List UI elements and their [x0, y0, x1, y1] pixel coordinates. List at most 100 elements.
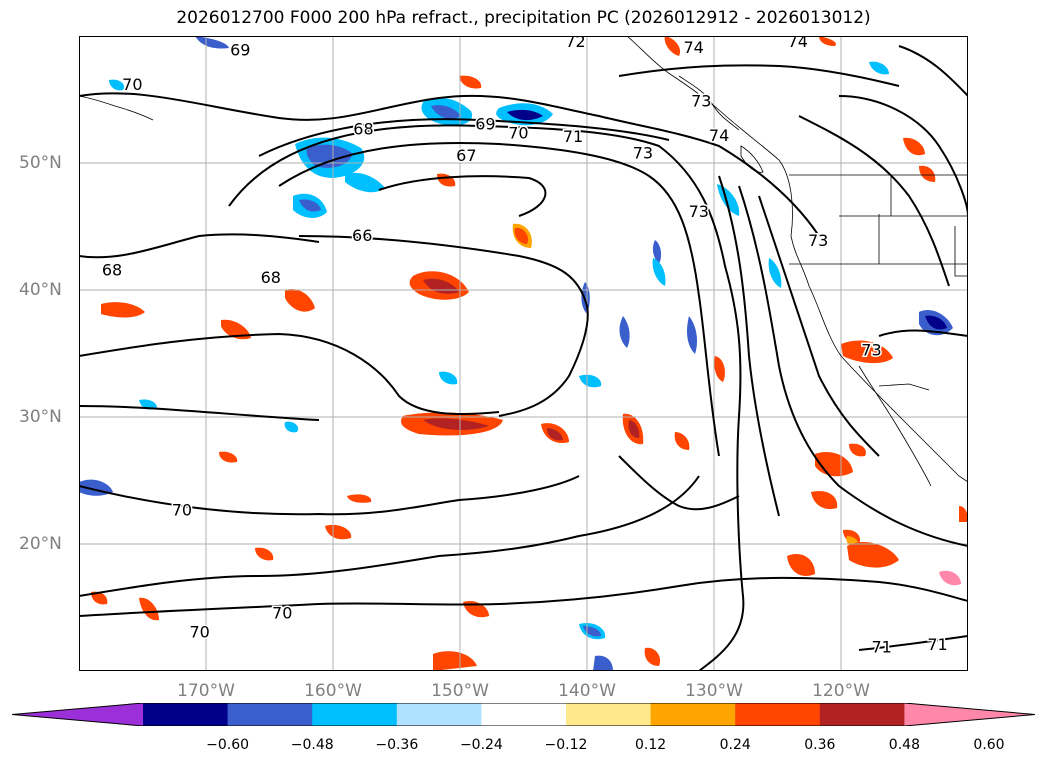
- precip-patch: [325, 524, 352, 540]
- contour-label: 73: [808, 231, 828, 250]
- precip-patch: [619, 316, 630, 348]
- colorbar-segment: [143, 703, 229, 726]
- alaska-panhandle-coast: [678, 75, 740, 131]
- colorbar-segment: [227, 703, 313, 726]
- contour-line: [79, 475, 700, 597]
- contour-line: [79, 233, 320, 259]
- longitude-label: 170°W: [177, 681, 235, 701]
- precip-patch: [919, 165, 936, 182]
- colorbar-tick-label: −0.48: [290, 737, 334, 753]
- contour-line: [858, 635, 968, 651]
- map-background: [79, 36, 968, 671]
- colorbar-segment: [396, 703, 482, 726]
- precip-patch: [714, 356, 725, 382]
- colorbar-max-extension: [904, 703, 1035, 726]
- colorbar-segment: [566, 703, 652, 726]
- contour-label: 70: [508, 123, 528, 142]
- precip-patch: [255, 547, 274, 561]
- contour-label: 72: [565, 36, 585, 51]
- latitude-label: 40°N: [19, 280, 62, 300]
- precip-patch: [652, 240, 662, 264]
- contour-label: 73: [689, 202, 709, 221]
- precip-patch: [195, 36, 229, 49]
- contour-line: [718, 175, 780, 517]
- contour-label: 70: [189, 622, 209, 641]
- us-state-border: [954, 226, 968, 277]
- contour-label: 71: [563, 127, 583, 146]
- map-canvas[interactable]: 69 70 72 74 74 73 74 68 69 70 71 73 67 73 73 66 68 68 73 70…: [79, 36, 968, 671]
- contour-label: 73: [633, 144, 653, 163]
- contour-line: [878, 329, 968, 337]
- contour-line: [79, 576, 968, 617]
- contour-label: 73: [861, 340, 881, 359]
- contour-line: [228, 124, 745, 671]
- longitude-label: 160°W: [304, 681, 362, 701]
- precip-patch: [507, 109, 543, 121]
- precip-patch: [306, 144, 353, 168]
- precip-patch: [959, 506, 968, 522]
- colorbar-tick-label: 0.12: [635, 737, 667, 753]
- coastlines: [79, 36, 968, 487]
- vancouver-island: [740, 145, 764, 173]
- contour-line: [798, 115, 950, 287]
- precip-patch: [869, 61, 889, 75]
- precip-patch: [431, 105, 461, 119]
- precip-patch: [903, 137, 925, 156]
- contour-line: [258, 118, 670, 157]
- longitude-label: 140°W: [558, 681, 616, 701]
- contour-label: 70: [272, 603, 292, 622]
- precip-patch: [139, 597, 159, 621]
- contour-line: [738, 185, 968, 547]
- north-america-coastline: [626, 36, 968, 483]
- colorbar-tick-label: −0.12: [544, 737, 588, 753]
- contour-line: [898, 45, 968, 97]
- precip-patch: [849, 443, 866, 457]
- precip-patch: [299, 199, 321, 212]
- chart-title: 2026012700 F000 200 hPa refract., precip…: [176, 8, 871, 28]
- contour-label: 74: [709, 126, 729, 145]
- contour-label: 70: [122, 75, 142, 94]
- longitude-label: 130°W: [685, 681, 743, 701]
- gridlines: [79, 36, 968, 671]
- colorbar-min-extension: [12, 703, 143, 726]
- precip-patch: [514, 227, 529, 244]
- precip-patch: [139, 399, 157, 410]
- precip-patch: [284, 421, 299, 433]
- precip-patch: [459, 75, 482, 89]
- precip-patch: [91, 591, 108, 605]
- colorbar-tick-label: −0.36: [375, 737, 419, 753]
- precip-patch: [579, 374, 602, 388]
- contour-line: [618, 455, 740, 511]
- contour-line: [298, 235, 589, 417]
- precip-patch: [664, 36, 681, 56]
- precip-patch: [109, 79, 125, 91]
- precip-patch: [433, 651, 477, 671]
- map-panel[interactable]: 69 70 72 74 74 73 74 68 69 70 71 73 67 73 73 66 68 68 73 70…: [79, 36, 968, 671]
- precip-patch: [285, 288, 315, 312]
- contour-label: 70: [172, 500, 192, 519]
- precip-patch: [593, 655, 613, 671]
- contour-line: [758, 195, 880, 457]
- precip-patch: [847, 541, 899, 568]
- contour-line: [618, 64, 900, 87]
- precip-patch: [811, 490, 838, 510]
- contour-line: [79, 405, 320, 421]
- latitude-label: 50°N: [19, 153, 62, 173]
- colorbar-segment: [481, 703, 567, 726]
- contour-line: [838, 95, 968, 217]
- precip-patch: [674, 432, 690, 450]
- precip-patch: [345, 172, 385, 193]
- precip-patch: [101, 302, 145, 318]
- precip-patch: [717, 184, 740, 216]
- contour-label: 71: [927, 635, 947, 654]
- colorbar: [12, 703, 1035, 726]
- precip-patch: [547, 428, 563, 441]
- precip-patch: [652, 258, 666, 286]
- contour-label: 68: [102, 260, 122, 279]
- precip-patch: [925, 315, 947, 330]
- colorbar-segment: [312, 703, 398, 726]
- contour-label: 74: [684, 38, 704, 57]
- colorbar-segment: [735, 703, 821, 726]
- contour-label: 69: [230, 41, 250, 60]
- contour-line: [378, 175, 547, 217]
